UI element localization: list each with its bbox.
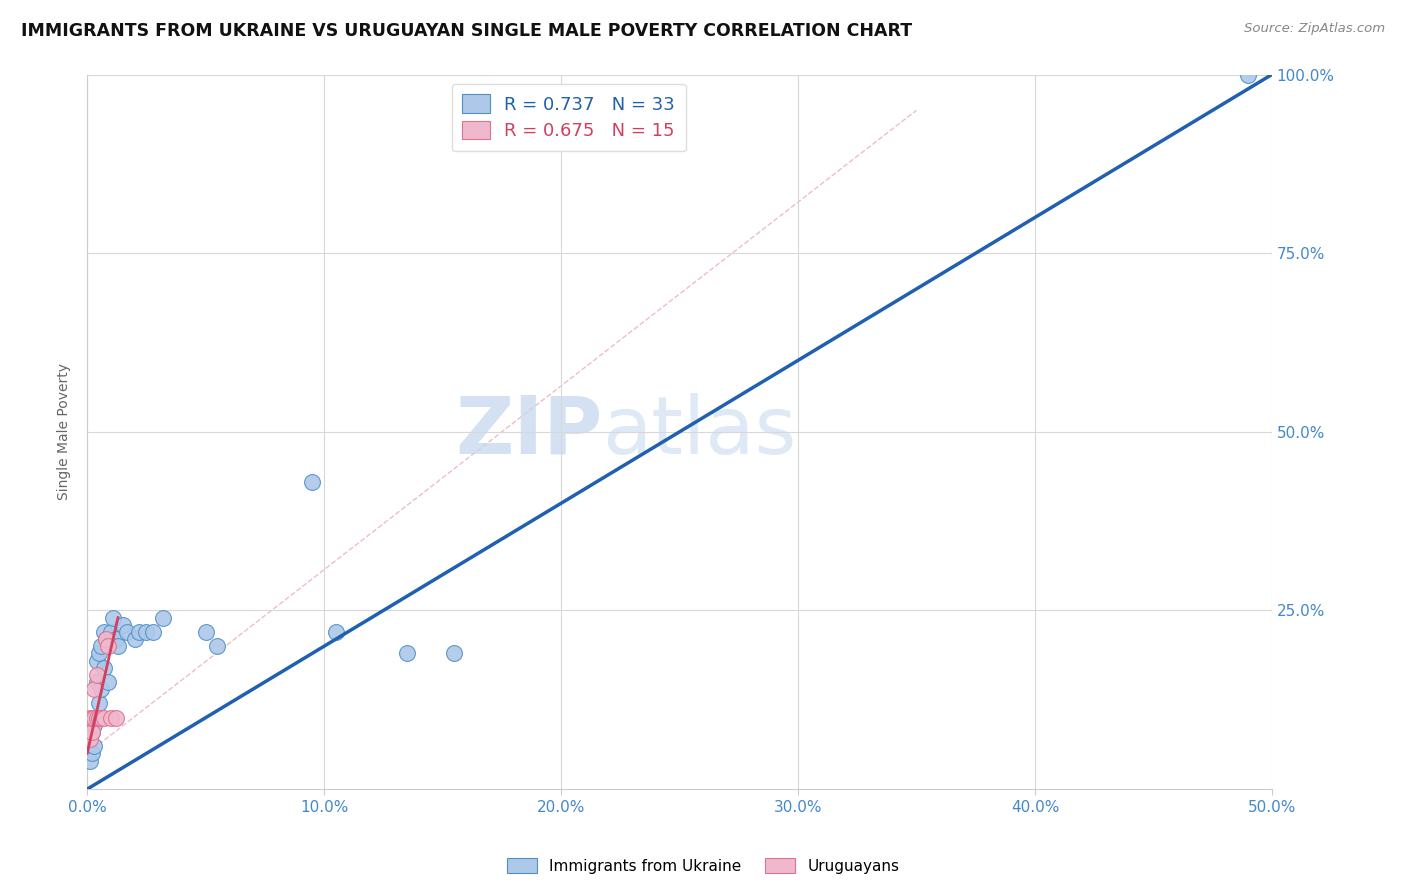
Text: Source: ZipAtlas.com: Source: ZipAtlas.com [1244, 22, 1385, 36]
Y-axis label: Single Male Poverty: Single Male Poverty [58, 363, 72, 500]
Point [87, 711, 110, 725]
Point [135, 624, 157, 639]
Point [83, 718, 105, 732]
Point [443, 646, 465, 660]
Point [128, 624, 150, 639]
Point [79, 711, 101, 725]
Point [86, 711, 108, 725]
Point [86, 653, 108, 667]
Point [90, 711, 112, 725]
Point [325, 624, 347, 639]
Point [80, 711, 103, 725]
Point [104, 711, 127, 725]
Legend: Immigrants from Ukraine, Uruguayans: Immigrants from Ukraine, Uruguayans [501, 852, 905, 880]
Point [94, 632, 117, 646]
Point [194, 624, 217, 639]
Point [100, 711, 122, 725]
Point [83, 739, 105, 754]
Point [93, 624, 115, 639]
Point [93, 660, 115, 674]
Text: atlas: atlas [603, 392, 797, 471]
Point [103, 610, 125, 624]
Point [86, 668, 108, 682]
Point [301, 475, 323, 489]
Point [80, 725, 103, 739]
Point [87, 697, 110, 711]
Point [152, 610, 174, 624]
Point [79, 732, 101, 747]
Point [79, 754, 101, 768]
Point [207, 639, 229, 653]
Text: IMMIGRANTS FROM UKRAINE VS URUGUAYAN SINGLE MALE POVERTY CORRELATION CHART: IMMIGRANTS FROM UKRAINE VS URUGUAYAN SIN… [21, 22, 912, 40]
Point [90, 682, 112, 697]
Point [80, 725, 103, 739]
Point [100, 624, 122, 639]
Point [94, 632, 117, 646]
Point [86, 675, 108, 690]
Point [1237, 68, 1260, 82]
Point [83, 682, 105, 697]
Point [117, 624, 139, 639]
Point [87, 646, 110, 660]
Point [80, 747, 103, 761]
Point [104, 632, 127, 646]
Point [97, 639, 120, 653]
Point [395, 646, 418, 660]
Point [97, 675, 120, 690]
Legend: R = 0.737   N = 33, R = 0.675   N = 15: R = 0.737 N = 33, R = 0.675 N = 15 [451, 84, 686, 151]
Point [90, 639, 112, 653]
Point [107, 639, 129, 653]
Point [124, 632, 146, 646]
Point [111, 617, 134, 632]
Text: ZIP: ZIP [456, 392, 603, 471]
Point [142, 624, 165, 639]
Point [83, 711, 105, 725]
Point [93, 711, 115, 725]
